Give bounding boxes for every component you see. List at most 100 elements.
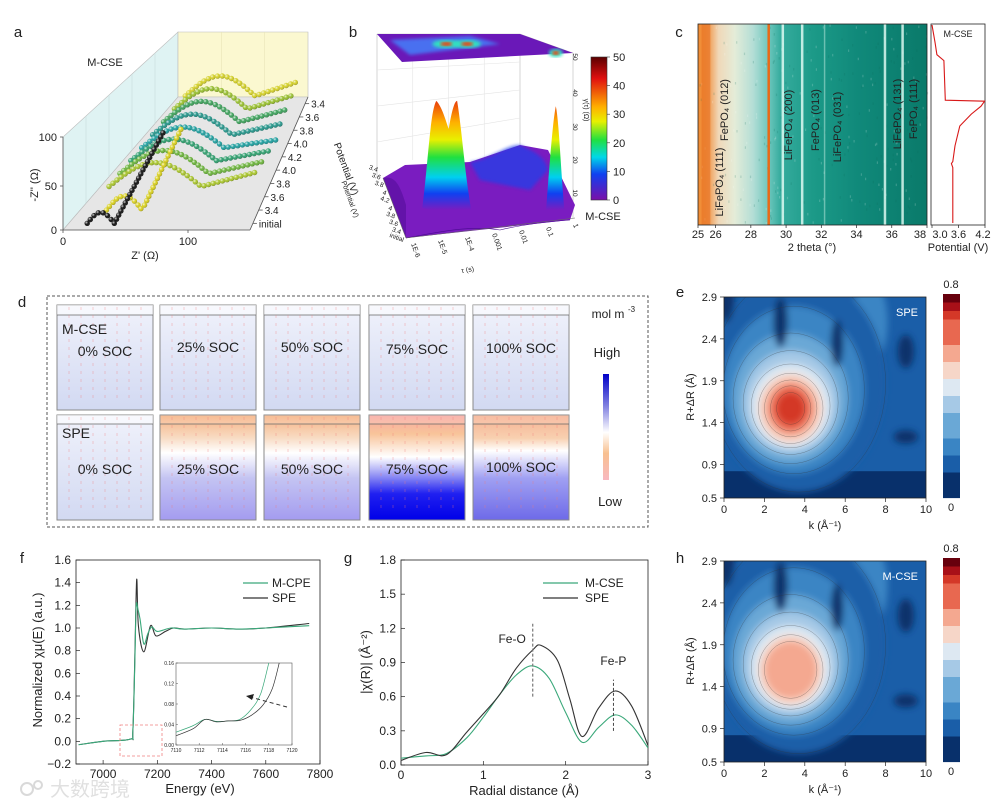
noise	[890, 168, 891, 171]
legend-low: Low	[598, 494, 622, 509]
noise	[745, 146, 746, 149]
noise	[849, 142, 850, 145]
inset-y-tick-label: 0.16	[164, 661, 174, 667]
y-tick-label: 1.2	[379, 621, 396, 635]
valley	[898, 335, 914, 369]
colorbar-step	[943, 362, 960, 371]
noise	[805, 129, 806, 132]
x-tick-label: 34	[850, 229, 862, 241]
data-point-shade	[273, 110, 278, 115]
data-point-shade	[217, 168, 222, 173]
colorbar	[943, 558, 960, 762]
y-tick-label: 1.4	[702, 682, 717, 694]
panel-label-c: c	[675, 24, 683, 41]
side-x-tick-label: 4.2	[975, 229, 990, 241]
data-point-shade	[181, 138, 186, 143]
noise	[830, 24, 831, 27]
noise	[793, 68, 794, 71]
noise	[809, 28, 810, 31]
data-point-shade	[241, 129, 246, 134]
watermark-logo	[21, 783, 33, 795]
panel-label-g: g	[344, 550, 352, 567]
data-point-shade	[270, 87, 275, 92]
x-tick-label: 4	[802, 768, 808, 780]
panel-b-drt-surface: initial3.43.63.844.243.83.63.4Potential …	[340, 34, 626, 275]
bright-peak-line	[824, 24, 826, 225]
noise	[862, 85, 863, 88]
tau-tick-label: 0.01	[517, 229, 528, 244]
x-tick-label: 38	[914, 229, 926, 241]
colorbar-step	[943, 464, 960, 473]
noise	[753, 61, 754, 64]
potential-tick-label: 4.0	[282, 166, 296, 177]
noise	[777, 131, 778, 134]
tau-tick-label: 0.001	[490, 233, 503, 252]
data-point-shade	[243, 172, 248, 177]
noise	[852, 44, 853, 47]
data-point-shade	[208, 171, 213, 176]
noise	[756, 116, 757, 119]
colorbar-step	[943, 396, 960, 405]
noise	[756, 113, 757, 116]
y-tick-label: 0.2	[54, 712, 71, 726]
y-tick-label: 0.3	[379, 724, 396, 738]
noise	[804, 201, 805, 204]
data-point-shade	[221, 145, 226, 150]
data-point-shade	[154, 160, 159, 165]
legend-unit-superscript: -3	[628, 305, 636, 314]
potential-tick-label: 3.6	[271, 193, 285, 204]
colorbar-step	[943, 660, 960, 669]
colorbar-step	[943, 439, 960, 448]
data-point-shade	[107, 204, 112, 209]
noise	[787, 197, 788, 200]
x-tick-label: 4	[802, 504, 808, 516]
noise	[872, 84, 873, 87]
noise	[844, 73, 845, 76]
data-point-shade	[277, 121, 282, 126]
bright-peak-line	[884, 24, 887, 225]
x-axis-label: Radial distance (Å)	[469, 783, 579, 798]
colorbar-min-label: 0	[948, 502, 954, 514]
noise	[727, 220, 728, 223]
x-tick-label: 0	[398, 768, 405, 782]
peak-label: FePO₄ (111)	[908, 79, 920, 139]
potential-tick-label: 4.2	[288, 153, 302, 164]
y-tick-label: 1.9	[702, 376, 717, 388]
data-point-shade	[259, 125, 264, 130]
colorbar-step	[943, 694, 960, 703]
data-point-shade	[178, 127, 183, 132]
colorbar-step	[943, 473, 960, 482]
colorbar-step	[943, 345, 960, 354]
noise	[882, 188, 883, 191]
noise	[759, 159, 760, 162]
x-axis-label: k (Å⁻¹)	[809, 783, 842, 796]
noise	[831, 78, 832, 81]
noise	[770, 209, 771, 212]
x-tick-label: 0	[721, 768, 727, 780]
data-point-shade	[242, 153, 247, 158]
noise	[909, 207, 910, 210]
x-tick-label: 0	[721, 504, 727, 516]
noise	[859, 112, 860, 115]
noise	[900, 67, 901, 70]
data-point-shade	[167, 163, 172, 168]
noise	[911, 160, 912, 163]
noise	[766, 145, 767, 148]
colorbar-step	[943, 754, 960, 763]
data-point-shade	[247, 105, 252, 110]
colorbar-step	[943, 558, 960, 567]
noise	[875, 144, 876, 147]
simulation-cell: 25% SOC	[160, 305, 256, 410]
panel-label-e: e	[676, 284, 684, 301]
inset-x-tick-label: 7114	[217, 748, 228, 754]
noise	[897, 55, 898, 58]
panel-label-h: h	[676, 550, 684, 567]
x-axis-label: k (Å⁻¹)	[809, 519, 842, 532]
x-tick-label: 6	[842, 504, 848, 516]
data-point-shade	[207, 116, 212, 121]
legend-unit: mol m	[592, 307, 625, 321]
y-tick-label: 2.4	[702, 334, 717, 346]
valley	[831, 584, 843, 631]
colorbar-step	[943, 635, 960, 644]
panel-h-wavelet: M-CSE 2.9 2.4 1.9 1.4 0.9 0.5 0 2 4 6 8 10 k (Å⁻¹) R+Δ…	[684, 536, 960, 796]
